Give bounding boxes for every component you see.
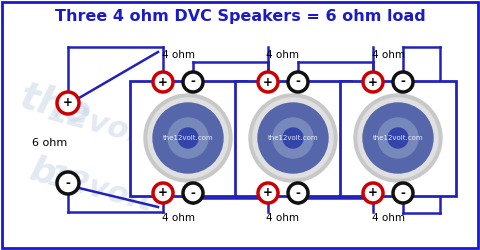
Circle shape: [378, 118, 418, 158]
Text: Three 4 ohm DVC Speakers = 6 ohm load: Three 4 ohm DVC Speakers = 6 ohm load: [55, 10, 425, 24]
Text: -: -: [296, 76, 300, 88]
Circle shape: [258, 103, 328, 173]
Text: +: +: [158, 186, 168, 200]
Circle shape: [153, 183, 173, 203]
Text: 4 ohm: 4 ohm: [266, 50, 300, 60]
Text: 6 ohm: 6 ohm: [32, 138, 68, 148]
Circle shape: [393, 72, 413, 92]
Text: +: +: [263, 186, 273, 200]
FancyBboxPatch shape: [2, 2, 478, 248]
Circle shape: [288, 183, 308, 203]
FancyBboxPatch shape: [340, 81, 456, 196]
Text: 4 ohm: 4 ohm: [161, 213, 194, 223]
Text: +: +: [263, 76, 273, 88]
Circle shape: [253, 98, 333, 178]
Text: -: -: [401, 76, 406, 88]
Circle shape: [288, 72, 308, 92]
Circle shape: [388, 128, 408, 148]
Text: +: +: [158, 76, 168, 88]
Text: +: +: [368, 76, 378, 88]
Circle shape: [258, 72, 278, 92]
Circle shape: [57, 172, 79, 194]
Text: 12volt: 12volt: [44, 97, 156, 153]
FancyBboxPatch shape: [130, 81, 246, 196]
Circle shape: [148, 98, 228, 178]
Text: -: -: [401, 186, 406, 200]
Circle shape: [363, 72, 383, 92]
Circle shape: [168, 118, 208, 158]
Text: -: -: [191, 186, 195, 200]
FancyBboxPatch shape: [235, 81, 351, 196]
Circle shape: [354, 94, 442, 182]
Text: -: -: [296, 186, 300, 200]
Circle shape: [144, 94, 232, 182]
Circle shape: [273, 118, 313, 158]
Circle shape: [363, 103, 433, 173]
Circle shape: [363, 183, 383, 203]
Text: the: the: [15, 77, 95, 133]
Text: +: +: [63, 96, 73, 110]
Text: +: +: [368, 186, 378, 200]
Text: 4 ohm: 4 ohm: [266, 213, 300, 223]
Circle shape: [57, 92, 79, 114]
Circle shape: [178, 128, 198, 148]
Circle shape: [358, 98, 438, 178]
Circle shape: [393, 183, 413, 203]
Circle shape: [258, 183, 278, 203]
Text: 4 ohm: 4 ohm: [161, 50, 194, 60]
Text: the12volt.com: the12volt.com: [268, 135, 318, 141]
Text: be: be: [26, 152, 84, 198]
Text: the12volt.com: the12volt.com: [163, 135, 213, 141]
Text: 12volt: 12volt: [44, 162, 156, 218]
Text: -: -: [191, 76, 195, 88]
Text: -: -: [66, 176, 71, 190]
Circle shape: [249, 94, 337, 182]
Circle shape: [183, 183, 203, 203]
Text: 4 ohm: 4 ohm: [372, 50, 405, 60]
Circle shape: [153, 103, 223, 173]
Text: the12volt.com: the12volt.com: [372, 135, 423, 141]
Text: 4 ohm: 4 ohm: [372, 213, 405, 223]
Circle shape: [153, 72, 173, 92]
Circle shape: [183, 72, 203, 92]
Circle shape: [283, 128, 303, 148]
